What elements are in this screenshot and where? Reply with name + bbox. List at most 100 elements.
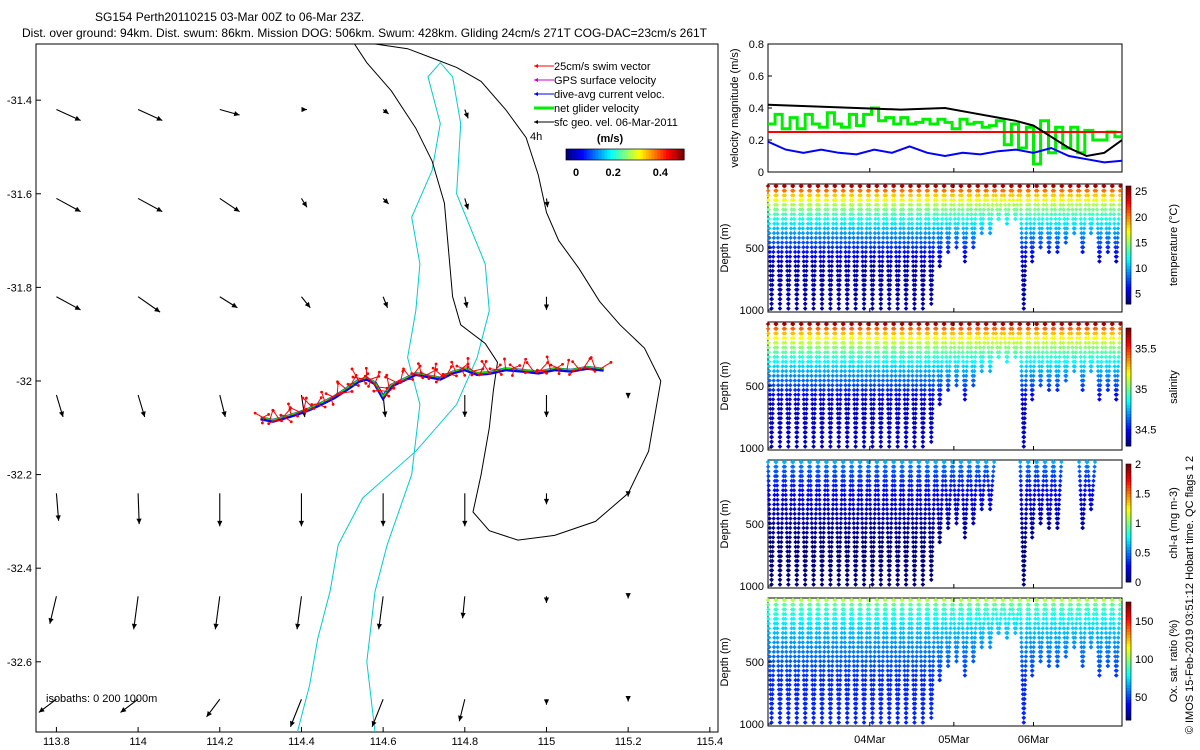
section-marker — [1028, 235, 1034, 241]
section-colorbar-swatch — [1126, 253, 1131, 258]
section-marker — [807, 188, 813, 193]
section-marker — [1055, 240, 1061, 245]
section-marker — [976, 193, 982, 198]
geo-vector-head-35 — [625, 491, 631, 497]
section-colorbar-swatch — [1126, 218, 1131, 222]
geo-vector-head-42 — [543, 597, 550, 603]
section-marker — [803, 430, 808, 435]
swim-vector-head-69 — [450, 360, 454, 364]
section-marker — [842, 235, 848, 241]
section-marker — [918, 240, 924, 245]
swim-vector-head-100 — [578, 368, 582, 371]
section-marker — [944, 230, 950, 236]
section-marker — [825, 207, 830, 212]
section-marker — [892, 221, 898, 226]
section-marker — [872, 226, 878, 231]
swim-vector-81 — [493, 364, 501, 373]
section-marker — [837, 273, 843, 278]
colorbar-swatch — [633, 149, 638, 160]
section-colorbar-swatch — [1126, 197, 1131, 202]
section-marker — [822, 350, 828, 355]
section-marker — [1011, 202, 1016, 208]
section-marker — [1024, 212, 1030, 217]
section-marker — [812, 268, 818, 274]
section-marker — [971, 240, 977, 245]
section-marker — [862, 278, 868, 283]
swim-vector-head-35 — [351, 375, 355, 379]
section-marker — [817, 245, 823, 250]
section-marker — [800, 354, 805, 360]
section-marker — [784, 387, 789, 393]
section-marker — [896, 287, 901, 292]
section-marker — [833, 188, 838, 193]
section-marker — [904, 301, 909, 307]
section-marker — [906, 212, 912, 217]
section-marker — [767, 368, 772, 374]
section-colorbar-swatch — [1126, 256, 1131, 261]
section-marker — [770, 282, 775, 288]
section-marker — [856, 207, 862, 212]
swim-vector-20 — [311, 402, 322, 406]
section-colorbar-label: temperature (°C) — [1168, 204, 1180, 286]
section-marker — [1110, 193, 1116, 198]
section-marker — [804, 387, 810, 393]
section-marker — [821, 259, 826, 264]
section-marker — [811, 439, 816, 445]
section-marker — [1098, 230, 1104, 236]
section-marker — [859, 240, 865, 245]
section-marker — [803, 444, 808, 449]
section-marker — [913, 268, 918, 274]
section-marker — [814, 207, 820, 212]
section-marker — [921, 296, 926, 302]
section-marker — [784, 249, 789, 255]
section-marker — [775, 350, 780, 355]
swim-vector-head-99 — [567, 358, 571, 362]
map-x-ticks: 113.8 114 114.2 114.4 114.6 114.8 115 115.2 115.… — [43, 727, 723, 748]
section-marker — [786, 287, 792, 292]
section-marker — [812, 411, 817, 416]
section-marker — [944, 216, 949, 222]
section-marker — [879, 287, 884, 292]
section-marker — [919, 249, 924, 255]
section-marker — [884, 207, 889, 212]
section-marker — [1062, 216, 1067, 222]
section-marker — [946, 240, 952, 245]
section-marker — [922, 263, 927, 269]
section-marker — [770, 278, 775, 283]
section-marker — [826, 259, 832, 264]
section-marker — [1031, 230, 1036, 236]
swim-vector-88 — [521, 359, 527, 371]
swim-vector-21 — [321, 391, 326, 403]
section-marker — [858, 197, 864, 203]
section-marker — [851, 254, 857, 259]
colorbar-swatch — [675, 149, 679, 160]
section-marker — [854, 282, 859, 288]
section-marker — [1102, 188, 1107, 193]
colorbar-swatch — [657, 149, 661, 160]
section-marker — [931, 216, 937, 222]
section-marker — [877, 263, 882, 269]
section-marker — [959, 188, 964, 193]
section-marker — [845, 287, 851, 292]
section-marker — [1111, 202, 1116, 208]
section-marker — [868, 254, 874, 259]
section-marker — [1078, 221, 1084, 226]
section-marker — [784, 383, 789, 388]
swim-vector-head-93 — [545, 371, 548, 375]
section-marker — [923, 216, 928, 222]
section-marker — [965, 212, 970, 217]
section-marker — [881, 221, 886, 226]
section-marker — [1024, 221, 1029, 226]
section-marker — [801, 383, 806, 388]
section-marker — [896, 268, 902, 274]
section-marker — [927, 245, 932, 250]
section-marker — [801, 249, 806, 255]
swim-vector-head-31 — [346, 382, 350, 386]
section-marker — [767, 226, 772, 231]
section-marker — [779, 392, 784, 397]
section-marker — [1069, 197, 1074, 203]
swim-vector-head-2 — [253, 411, 257, 415]
section-marker — [1077, 197, 1082, 203]
section-colorbar-swatch — [1126, 242, 1131, 246]
